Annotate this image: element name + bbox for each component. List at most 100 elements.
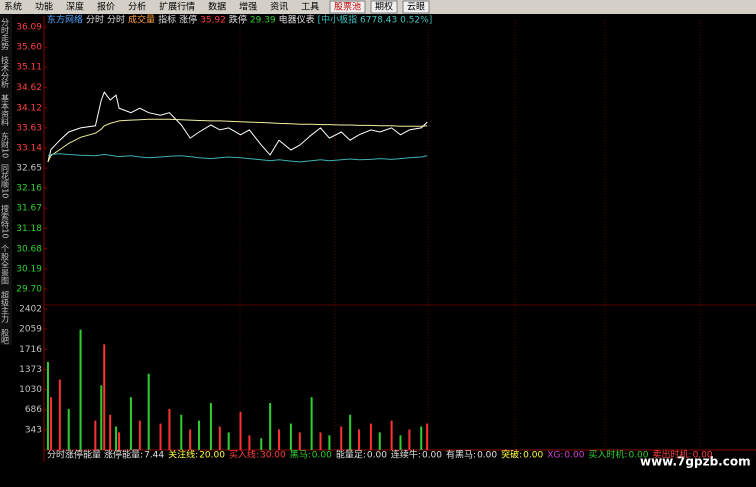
side-tab[interactable]: 个股全景图 (1, 245, 10, 286)
volume-bar (426, 423, 429, 450)
volume-bar (408, 429, 411, 450)
header-item: 电器仪表 (279, 14, 315, 26)
y-tick-label: 1373 (19, 365, 42, 375)
volume-bar (138, 420, 141, 450)
volume-bar (319, 432, 322, 450)
indicator-value: 0.00 (477, 451, 497, 461)
volume-bar (369, 423, 372, 450)
menu-item[interactable]: 深度 (66, 1, 84, 13)
menu-item[interactable]: 工具 (301, 2, 319, 13)
volume-bar (358, 429, 361, 450)
indicator-value: 0.00 (422, 451, 442, 461)
volume-bar (239, 411, 242, 450)
side-tab[interactable]: 搜索特10 (1, 203, 10, 238)
header-item: 分时 (107, 14, 125, 26)
y-tick-label: 2402 (19, 305, 42, 315)
indicator-value: 7.44 (144, 451, 164, 461)
indicator-value: 0.00 (312, 451, 332, 461)
indicator-name: 有黑马: (446, 449, 476, 461)
volume-bar (260, 438, 263, 450)
volume-bar (218, 426, 221, 450)
y-tick-label: 32.16 (16, 184, 42, 194)
side-tab[interactable]: 技术分析 (1, 55, 10, 89)
volume-bar (420, 426, 423, 450)
volume-bar (100, 385, 103, 450)
volume-bar (129, 397, 132, 450)
watermark: www.7gpzb.com (640, 455, 751, 469)
price-line (47, 91, 428, 163)
volume-bar (118, 432, 121, 450)
volume-bar (109, 414, 112, 450)
indicator-value: 30.00 (260, 451, 286, 461)
volume-bar (278, 429, 281, 450)
volume-bar (399, 435, 402, 450)
side-tab[interactable]: 东财10 (1, 131, 10, 158)
volume-bar (209, 403, 212, 450)
y-tick-label: 36.09 (16, 23, 42, 33)
price-line (47, 118, 428, 163)
header-item: 跌停 (229, 14, 247, 26)
menu-item[interactable]: 分析 (128, 1, 146, 13)
y-tick-label: 30.68 (16, 244, 42, 254)
indicator-value: 0.00 (564, 451, 584, 461)
header-item: 29.39 (250, 16, 276, 26)
header-item: 东方网络 (47, 14, 83, 26)
menu-item[interactable]: 系统 (4, 1, 22, 13)
volume-bar (198, 420, 201, 450)
y-tick-label: 1030 (19, 385, 42, 395)
volume-bar (159, 423, 162, 450)
volume-bar (79, 329, 82, 450)
tab-strip (0, 15, 12, 345)
menu-item[interactable]: 增强 (239, 1, 257, 13)
menu-item[interactable]: 扩展行情 (159, 1, 195, 13)
side-tab[interactable]: 超级主力 (1, 290, 10, 324)
menu-button[interactable] (402, 0, 430, 14)
menu-item[interactable]: 功能 (35, 1, 53, 13)
y-tick-label: 35.11 (16, 63, 42, 73)
menu-item[interactable]: 资讯 (270, 2, 288, 13)
menu-button-label[interactable]: 股票池 (334, 1, 361, 13)
menu-item[interactable]: 数据 (208, 1, 226, 13)
menu-button-label[interactable]: 期权 (375, 1, 393, 13)
volume-bar (180, 414, 183, 450)
indicator-name: XG: (547, 451, 563, 461)
volume-bar (147, 373, 150, 450)
y-tick-label: 31.18 (16, 224, 42, 234)
indicator-name: 关注线: (168, 449, 198, 461)
header-item: 指标 (158, 14, 176, 26)
indicator-name: 能量足: (336, 449, 366, 461)
volume-bar (269, 403, 272, 450)
side-tab[interactable]: 分时走势 (1, 18, 10, 51)
y-tick-label: 31.67 (16, 204, 42, 214)
indicator-name: 买入时机: (588, 449, 627, 461)
volume-bar (46, 361, 49, 450)
side-tab[interactable]: 股吧 (1, 329, 10, 345)
volume-bar (378, 432, 381, 450)
volume-bar (328, 435, 331, 450)
volume-bar (340, 426, 343, 450)
indicator-name: 突破: (501, 449, 522, 461)
side-tab[interactable]: 同花顺10 (1, 164, 10, 198)
indicator-name: 卖出时机: (653, 449, 692, 461)
volume-bar (227, 432, 230, 450)
indicator-name: 涨停能量: (104, 449, 143, 461)
menu-button[interactable] (370, 0, 398, 14)
y-tick-label: 29.70 (16, 285, 42, 295)
y-tick-label: 34.12 (16, 103, 42, 113)
volume-bar (58, 379, 61, 450)
volume-bar (168, 408, 171, 450)
menu-button[interactable] (329, 0, 366, 14)
y-tick-label: 35.60 (16, 43, 42, 53)
y-tick-label: 1716 (19, 345, 42, 355)
indicator-value: 0.00 (367, 451, 387, 461)
side-tab[interactable]: 基本资料 (1, 93, 10, 127)
indicator-value: 0.00 (628, 451, 648, 461)
price-line (47, 153, 428, 163)
volume-bar (67, 408, 70, 450)
menu-item[interactable]: 报价 (97, 1, 115, 13)
indicator-value: 0.00 (523, 451, 543, 461)
indicator-name: 连续牛: (391, 449, 421, 461)
menu-button-label[interactable]: 云眼 (407, 2, 425, 13)
indicator-title: 分时涨停能量 (47, 449, 101, 461)
